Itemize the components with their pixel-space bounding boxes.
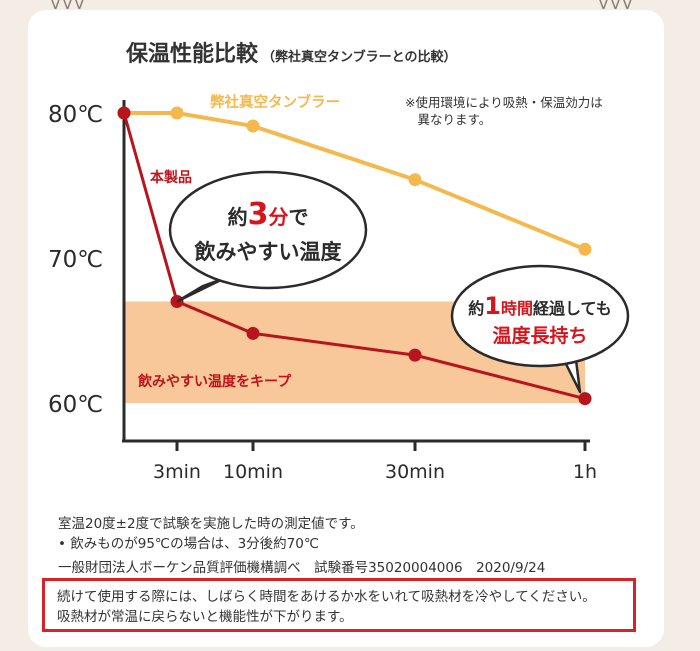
callout-2-line1: 約1時間経過しても — [468, 292, 611, 320]
y-tick-label: 60℃ — [48, 392, 103, 418]
callout-bubble-1 — [168, 170, 368, 290]
data-point — [170, 106, 184, 120]
warning-line-1: 続けて使用する際には、しばらく時間をあけるか水をいれて吸熱材を冷やしてください。 — [57, 589, 596, 605]
y-tick-label: 80℃ — [48, 102, 103, 128]
right-decoration: ᐯᐯᐯ — [598, 0, 634, 13]
data-point — [578, 392, 592, 406]
x-tick-label: 3min — [153, 461, 201, 483]
left-decoration: ᐯᐯᐯ — [50, 0, 86, 13]
callout-bubble-2 — [450, 264, 630, 368]
data-point — [246, 119, 260, 133]
callout-tail-1 — [176, 276, 227, 303]
callout-1-line1: 約3分で — [228, 197, 309, 232]
warning-line-2: 吸熱材が常温に戻らないと機能性が下がります。 — [57, 609, 353, 625]
x-tick-label: 10min — [223, 461, 283, 483]
data-point — [117, 106, 131, 120]
footer-conditions: 室温20度±2度で試験を実施した時の測定値です。 — [58, 516, 364, 532]
callout-1-line2: 飲みやすい温度 — [194, 240, 342, 264]
y-tick-label: 70℃ — [48, 247, 103, 273]
usage-note: ※使用環境により吸熱・保温効力は 異なります。 — [405, 95, 603, 127]
chart-title: 保温性能比較 （弊社真空タンブラーとの比較） — [126, 36, 457, 68]
footer-bullet: • 飲みものが95℃の場合は、3分後約70℃ — [58, 536, 320, 552]
data-point — [578, 242, 592, 256]
callout-2-line2: 温度長持ち — [492, 324, 587, 347]
title-text: 保温性能比較 — [126, 42, 259, 67]
x-tick-label: 30min — [385, 461, 445, 483]
data-point — [408, 348, 422, 362]
series-label-tumbler: 弊社真空タンブラー — [210, 93, 340, 111]
series-label-product: 本製品 — [150, 169, 192, 186]
data-point — [408, 173, 422, 187]
warning-box: 続けて使用する際には、しばらく時間をあけるか水をいれて吸熱材を冷やしてください。… — [42, 578, 636, 632]
data-point — [246, 326, 260, 340]
band-label: 飲みやすい温度をキープ — [137, 373, 292, 390]
x-tick-label: 1h — [573, 461, 597, 483]
footer-test-info: 一般財団法人ボーケン品質評価機構調べ 試験番号35020004006 2020/… — [58, 560, 546, 576]
title-subtitle: （弊社真空タンブラーとの比較） — [262, 50, 457, 65]
